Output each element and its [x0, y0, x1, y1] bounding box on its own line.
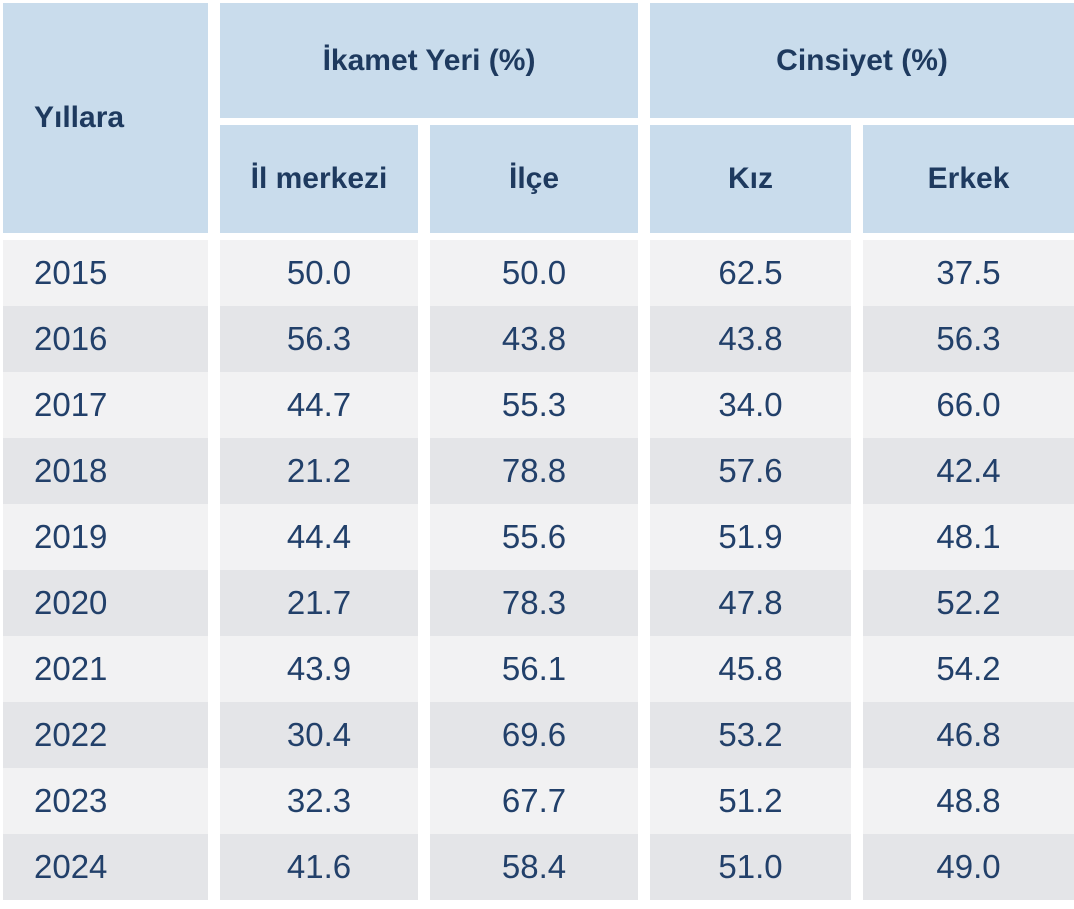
value-cell: 48.1 [851, 504, 1074, 570]
value-cell: 51.0 [638, 834, 852, 900]
value-cell: 44.7 [208, 372, 418, 438]
year-cell: 2018 [3, 438, 208, 504]
value-cell: 34.0 [638, 372, 852, 438]
value-cell: 41.6 [208, 834, 418, 900]
header-group-row: Yıllara İkamet Yeri (%) Cinsiyet (%) [3, 3, 1074, 240]
table-row: 2018 21.2 78.8 57.6 42.4 [3, 438, 1074, 504]
table-body: 2015 50.0 50.0 62.5 37.5 2016 56.3 43.8 … [3, 240, 1074, 900]
table-row: 2024 41.6 58.4 51.0 49.0 [3, 834, 1074, 900]
value-cell: 67.7 [418, 768, 639, 834]
value-cell: 44.4 [208, 504, 418, 570]
column-header-years: Yıllara [3, 3, 208, 240]
value-cell: 30.4 [208, 702, 418, 768]
year-cell: 2016 [3, 306, 208, 372]
value-cell: 56.3 [208, 306, 418, 372]
table-row: 2015 50.0 50.0 62.5 37.5 [3, 240, 1074, 306]
statistics-table: Yıllara İkamet Yeri (%) Cinsiyet (%) İl … [3, 3, 1074, 900]
year-cell: 2021 [3, 636, 208, 702]
value-cell: 32.3 [208, 768, 418, 834]
value-cell: 21.7 [208, 570, 418, 636]
value-cell: 43.9 [208, 636, 418, 702]
year-cell: 2023 [3, 768, 208, 834]
value-cell: 55.3 [418, 372, 639, 438]
table-header: Yıllara İkamet Yeri (%) Cinsiyet (%) İl … [3, 3, 1074, 240]
value-cell: 53.2 [638, 702, 852, 768]
table-row: 2019 44.4 55.6 51.9 48.1 [3, 504, 1074, 570]
value-cell: 78.3 [418, 570, 639, 636]
column-header-girl: Kız [638, 125, 852, 240]
value-cell: 43.8 [638, 306, 852, 372]
table-row: 2023 32.3 67.7 51.2 48.8 [3, 768, 1074, 834]
value-cell: 52.2 [851, 570, 1074, 636]
year-cell: 2015 [3, 240, 208, 306]
value-cell: 66.0 [851, 372, 1074, 438]
value-cell: 58.4 [418, 834, 639, 900]
table-row: 2016 56.3 43.8 43.8 56.3 [3, 306, 1074, 372]
value-cell: 56.1 [418, 636, 639, 702]
value-cell: 42.4 [851, 438, 1074, 504]
value-cell: 48.8 [851, 768, 1074, 834]
year-cell: 2024 [3, 834, 208, 900]
value-cell: 57.6 [638, 438, 852, 504]
value-cell: 50.0 [418, 240, 639, 306]
value-cell: 45.8 [638, 636, 852, 702]
table-row: 2017 44.7 55.3 34.0 66.0 [3, 372, 1074, 438]
value-cell: 47.8 [638, 570, 852, 636]
column-group-gender: Cinsiyet (%) [638, 3, 1074, 125]
value-cell: 51.9 [638, 504, 852, 570]
value-cell: 51.2 [638, 768, 852, 834]
column-header-province-center: İl merkezi [208, 125, 418, 240]
column-header-district: İlçe [418, 125, 639, 240]
table-row: 2021 43.9 56.1 45.8 54.2 [3, 636, 1074, 702]
header-sub-row: İl merkezi İlçe Kız Erkek [3, 125, 1074, 240]
table-row: 2022 30.4 69.6 53.2 46.8 [3, 702, 1074, 768]
value-cell: 54.2 [851, 636, 1074, 702]
value-cell: 21.2 [208, 438, 418, 504]
value-cell: 55.6 [418, 504, 639, 570]
year-cell: 2022 [3, 702, 208, 768]
column-group-residence: İkamet Yeri (%) [208, 3, 639, 125]
value-cell: 69.6 [418, 702, 639, 768]
year-cell: 2020 [3, 570, 208, 636]
column-header-boy: Erkek [851, 125, 1074, 240]
value-cell: 46.8 [851, 702, 1074, 768]
year-cell: 2019 [3, 504, 208, 570]
year-cell: 2017 [3, 372, 208, 438]
table-row: 2020 21.7 78.3 47.8 52.2 [3, 570, 1074, 636]
value-cell: 62.5 [638, 240, 852, 306]
value-cell: 50.0 [208, 240, 418, 306]
value-cell: 43.8 [418, 306, 639, 372]
value-cell: 78.8 [418, 438, 639, 504]
value-cell: 49.0 [851, 834, 1074, 900]
value-cell: 56.3 [851, 306, 1074, 372]
value-cell: 37.5 [851, 240, 1074, 306]
